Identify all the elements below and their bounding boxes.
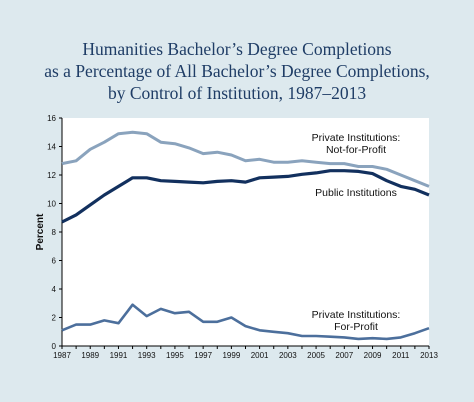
- chart-title-line-2: as a Percentage of All Bachelor’s Degree…: [44, 61, 430, 81]
- y-tick-label: 16: [47, 114, 56, 123]
- annotation-private-not-for-profit-line-1: Private Institutions:: [312, 132, 401, 144]
- series-line-private-for-profit: [61, 303, 430, 341]
- y-tick-label: 10: [47, 200, 56, 209]
- series-line-private-not-for-profit: [61, 130, 430, 188]
- x-tick-label: 1999: [222, 351, 240, 360]
- x-tick-label: 1993: [138, 351, 156, 360]
- x-tick-label: 1991: [110, 351, 128, 360]
- annotation-private-for-profit-line-1: Private Institutions:: [312, 309, 401, 321]
- chart-title-line-1: Humanities Bachelor’s Degree Completions: [82, 39, 392, 59]
- y-axis-title: Percent: [35, 213, 46, 250]
- annotation-private-not-for-profit-line-2: Not-for-Profit: [326, 144, 386, 156]
- y-tick-label: 8: [52, 228, 57, 237]
- x-tick-label: 2003: [279, 351, 297, 360]
- y-tick-label: 4: [52, 285, 57, 294]
- y-tick-label: 0: [52, 342, 57, 351]
- series-line-public: [61, 169, 430, 224]
- chart-title-line-3: by Control of Institution, 1987–2013: [107, 83, 367, 103]
- y-tick-label: 12: [47, 171, 56, 180]
- annotation-private-for-profit-line-2: For-Profit: [334, 321, 378, 333]
- plot-area: [62, 118, 429, 346]
- annotation-public-line-1: Public Institutions: [315, 187, 397, 199]
- x-tick-label: 2013: [420, 351, 438, 360]
- x-tick-label: 2001: [251, 351, 269, 360]
- y-tick-label: 14: [47, 143, 56, 152]
- x-tick-label: 1997: [194, 351, 212, 360]
- series-annotations: Private Institutions:Not-for-ProfitPubli…: [312, 132, 401, 333]
- series-lines: [61, 130, 430, 341]
- y-tick-label: 2: [52, 314, 57, 323]
- x-tick-label: 2005: [307, 351, 325, 360]
- chart-title: Humanities Bachelor’s Degree Completions…: [0, 0, 474, 104]
- y-tick-label: 6: [52, 257, 57, 266]
- x-tick-label: 2009: [364, 351, 382, 360]
- x-tick-label: 1995: [166, 351, 184, 360]
- axes: 0 2 4 6 8 10 12 14 16 1987 1989 1991 1993 1995 1997 199…: [47, 114, 438, 360]
- x-tick-label: 1989: [81, 351, 99, 360]
- x-tick-label: 2007: [335, 351, 353, 360]
- x-tick-label: 2011: [392, 351, 410, 360]
- x-tick-label: 1987: [53, 351, 71, 360]
